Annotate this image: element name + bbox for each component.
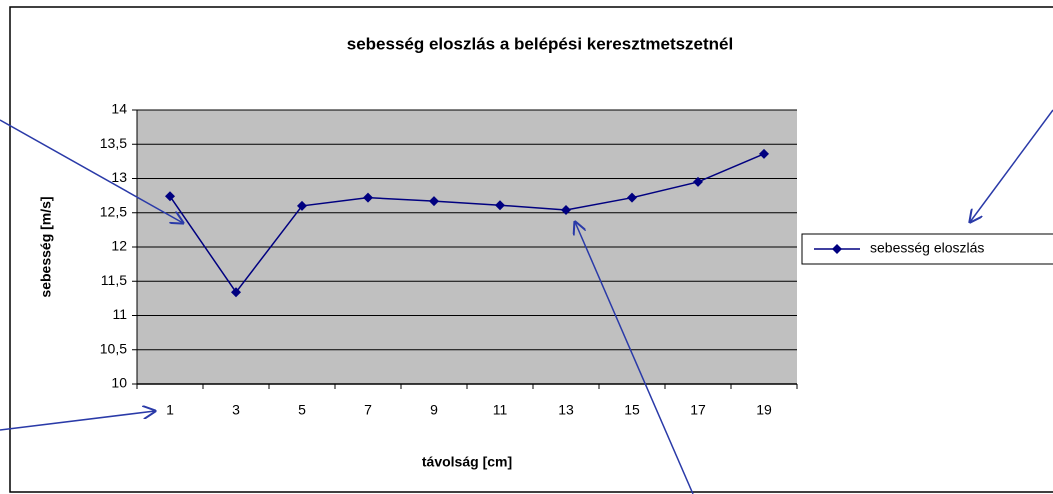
chart-title: sebesség eloszlás a belépési keresztmets…	[347, 34, 733, 53]
legend: sebesség eloszlás	[801, 233, 1053, 265]
y-tick-label: 10,5	[100, 340, 127, 356]
point-marker	[363, 192, 373, 203]
point-marker	[429, 196, 439, 207]
y-axis-label: sebesség [m/s]	[38, 196, 54, 297]
y-tick-label: 11	[112, 306, 127, 322]
x-axis-label: távolság [cm]	[422, 454, 512, 470]
x-tick-label: 1	[166, 402, 174, 418]
arrow	[970, 109, 1053, 222]
x-tick-label: 9	[430, 402, 438, 418]
arrow	[575, 222, 694, 494]
x-tick-label: 13	[558, 402, 574, 418]
point-marker	[165, 191, 175, 202]
x-tick-label: 17	[690, 402, 706, 418]
legend-label: sebesség eloszlás	[870, 240, 984, 256]
y-tick-label: 14	[111, 101, 127, 117]
y-tick-label: 12,5	[100, 203, 127, 219]
point-marker	[627, 192, 637, 203]
point-marker	[693, 176, 703, 187]
y-tick-label: 13	[111, 169, 127, 185]
y-tick-label: 10	[111, 375, 127, 391]
legend-marker	[832, 244, 842, 254]
arrow	[0, 119, 183, 223]
x-tick-label: 15	[624, 402, 640, 418]
y-tick-label: 13,5	[100, 135, 127, 151]
point-marker	[561, 205, 571, 216]
y-tick-label: 12	[111, 238, 127, 254]
y-tick-label: 11,5	[101, 272, 127, 288]
point-marker	[759, 148, 769, 159]
x-tick-label: 7	[364, 402, 372, 418]
point-marker	[297, 200, 307, 211]
arrow	[0, 411, 155, 431]
x-tick-label: 19	[756, 402, 772, 418]
x-tick-label: 3	[232, 402, 240, 418]
point-marker	[495, 200, 505, 211]
series-line	[169, 153, 765, 294]
point-marker	[231, 287, 241, 298]
x-tick-label: 11	[493, 402, 508, 418]
annotation-arrows	[0, 109, 1053, 494]
x-tick-label: 5	[298, 402, 306, 418]
